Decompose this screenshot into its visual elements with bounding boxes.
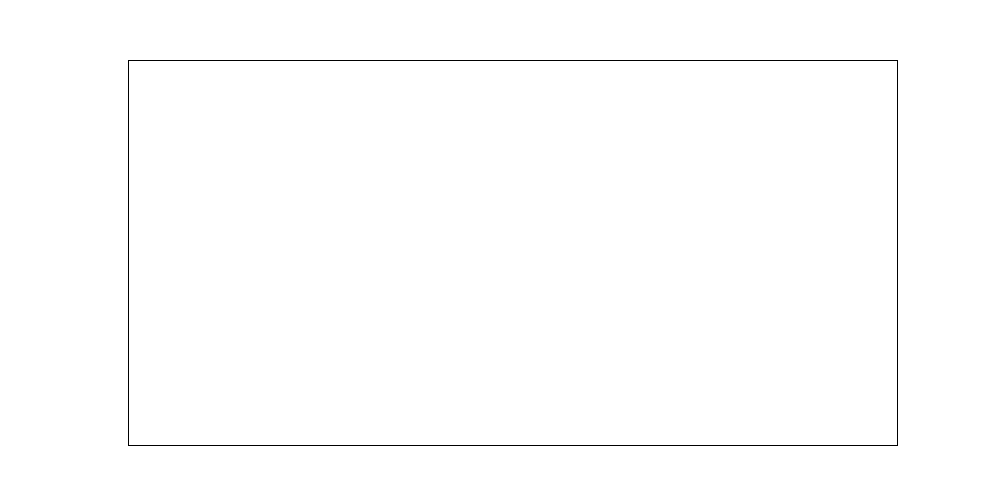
word-cloud [128,60,898,446]
